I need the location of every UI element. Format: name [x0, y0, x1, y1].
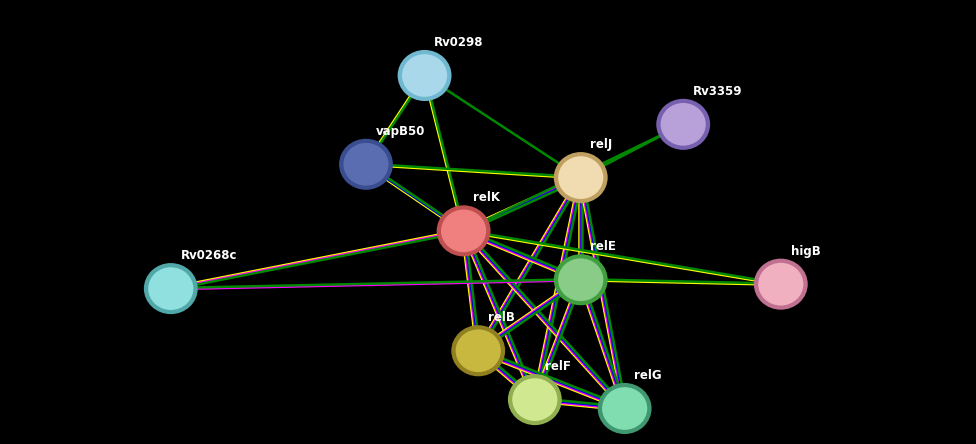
Ellipse shape — [656, 99, 711, 150]
Text: higB: higB — [791, 245, 820, 258]
Ellipse shape — [557, 155, 604, 200]
Ellipse shape — [451, 325, 506, 377]
Text: relK: relK — [473, 191, 501, 204]
Text: Rv3359: Rv3359 — [693, 85, 743, 98]
Ellipse shape — [553, 254, 608, 305]
Text: relF: relF — [545, 360, 571, 373]
Ellipse shape — [557, 258, 604, 302]
Ellipse shape — [553, 152, 608, 203]
Ellipse shape — [753, 258, 808, 310]
Ellipse shape — [455, 329, 502, 373]
Ellipse shape — [436, 205, 491, 257]
Text: relG: relG — [634, 369, 662, 382]
Ellipse shape — [597, 383, 652, 434]
Ellipse shape — [440, 209, 487, 253]
Ellipse shape — [147, 266, 194, 311]
Ellipse shape — [757, 262, 804, 306]
Ellipse shape — [143, 263, 198, 314]
Text: Rv0268c: Rv0268c — [181, 249, 237, 262]
Ellipse shape — [601, 386, 648, 431]
Ellipse shape — [511, 377, 558, 422]
Text: vapB50: vapB50 — [376, 125, 426, 138]
Ellipse shape — [401, 53, 448, 98]
Ellipse shape — [508, 374, 562, 425]
Ellipse shape — [397, 50, 452, 101]
Text: relB: relB — [488, 311, 515, 324]
Text: Rv0298: Rv0298 — [434, 36, 484, 49]
Text: relJ: relJ — [590, 138, 613, 151]
Ellipse shape — [343, 142, 389, 186]
Text: relE: relE — [590, 240, 617, 253]
Ellipse shape — [339, 139, 393, 190]
Ellipse shape — [660, 102, 707, 147]
